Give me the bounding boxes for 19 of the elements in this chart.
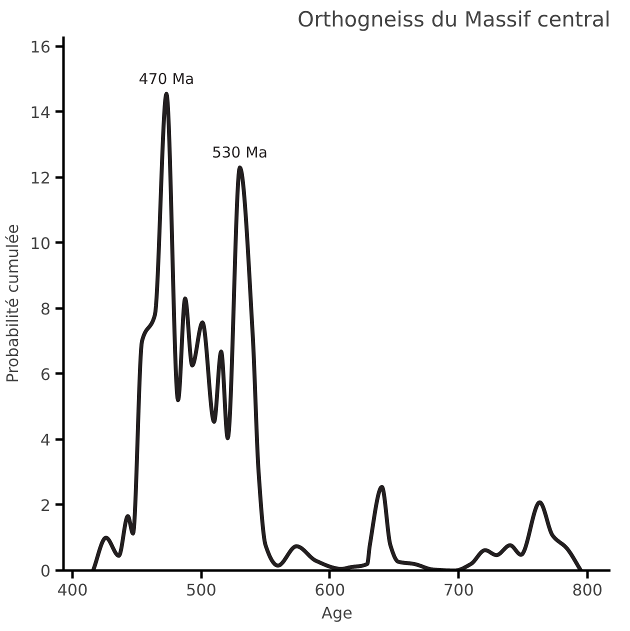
y-axis-title: Probabilité cumulée xyxy=(3,224,22,383)
y-tick-label: 16 xyxy=(30,37,50,56)
chart-title: Orthogneiss du Massif central xyxy=(298,8,611,32)
y-tick-label: 8 xyxy=(40,299,51,318)
x-tick-label: 700 xyxy=(443,580,474,600)
x-axis-title: Age xyxy=(322,604,352,622)
x-tick-label: 500 xyxy=(186,580,216,600)
y-tick-label: 10 xyxy=(30,234,50,253)
x-tick-label: 800 xyxy=(572,580,603,600)
y-tick-label: 2 xyxy=(40,496,51,515)
x-tick-label: 400 xyxy=(57,580,88,600)
annotation: 470 Ma xyxy=(138,70,194,88)
y-tick-label: 6 xyxy=(40,364,51,384)
annotation: 530 Ma xyxy=(212,144,268,162)
y-tick-label: 4 xyxy=(40,430,51,450)
y-tick-label: 12 xyxy=(30,168,50,188)
y-tick-label: 14 xyxy=(30,102,50,122)
x-tick-label: 600 xyxy=(314,580,346,600)
y-tick-label: 0 xyxy=(40,562,51,580)
